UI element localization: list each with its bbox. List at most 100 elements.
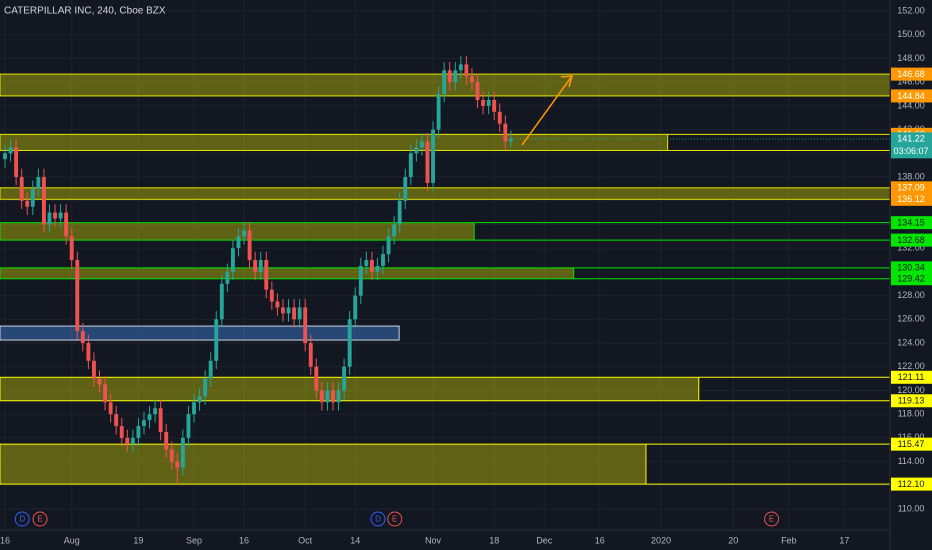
price-badge bbox=[891, 437, 932, 451]
price-badge-label: 112.10 bbox=[898, 479, 925, 489]
y-tick-label: 152.00 bbox=[897, 5, 925, 15]
candle-body bbox=[292, 307, 297, 320]
candle-body bbox=[80, 331, 85, 344]
candle-body bbox=[464, 64, 469, 77]
y-tick-label: 148.00 bbox=[897, 53, 925, 63]
price-badge-label: 144.84 bbox=[897, 91, 925, 101]
candle-body bbox=[331, 390, 335, 403]
candle-body bbox=[130, 437, 135, 444]
zone bbox=[0, 133, 669, 151]
candle-body bbox=[258, 260, 263, 272]
candle-body bbox=[442, 70, 447, 95]
price-badge bbox=[891, 261, 932, 275]
candle-body bbox=[386, 236, 391, 255]
candle-body bbox=[175, 461, 180, 468]
candle-body bbox=[14, 147, 19, 178]
y-tick-label: 110.00 bbox=[898, 503, 925, 513]
candle-body bbox=[436, 94, 441, 130]
candle-body bbox=[192, 402, 196, 415]
candle-body bbox=[92, 360, 96, 379]
price-badge bbox=[891, 233, 932, 247]
candle-body bbox=[303, 307, 308, 344]
event-marker bbox=[32, 511, 48, 527]
candle-body bbox=[286, 307, 291, 314]
candle-body bbox=[230, 248, 235, 272]
zone bbox=[0, 443, 647, 485]
candle-body bbox=[164, 431, 169, 450]
event-label: E bbox=[392, 515, 397, 524]
candle-body bbox=[419, 141, 424, 148]
price-badge-label: 129.42 bbox=[897, 274, 925, 284]
candle-body bbox=[392, 224, 397, 237]
candle-body bbox=[180, 437, 185, 468]
candle-body bbox=[458, 64, 463, 71]
price-badge-label: 119.13 bbox=[898, 396, 925, 406]
candle-body bbox=[225, 271, 230, 284]
price-axis: 110.00112.00114.00116.00118.00120.00122.… bbox=[891, 5, 932, 513]
zone bbox=[0, 267, 575, 280]
y-tick-label: 120.00 bbox=[897, 385, 925, 395]
candle-body bbox=[314, 366, 319, 391]
candle-body bbox=[58, 212, 63, 219]
price-badge bbox=[891, 67, 932, 81]
x-tick-label: 17 bbox=[839, 535, 849, 545]
candle-body bbox=[364, 260, 369, 266]
y-tick-label: 114.00 bbox=[898, 456, 925, 466]
x-tick-label: Aug bbox=[64, 535, 80, 545]
candle-body bbox=[497, 111, 502, 124]
chart-title: CATERPILLAR INC, 240, Cboe BZX bbox=[4, 6, 166, 17]
candle-body bbox=[281, 307, 285, 314]
candle-body bbox=[353, 295, 358, 320]
candle-body bbox=[153, 408, 158, 415]
price-badge-label: 132.68 bbox=[897, 235, 925, 245]
zone bbox=[0, 325, 400, 341]
candle-body bbox=[169, 449, 174, 462]
price-badge-label: 137.09 bbox=[897, 183, 925, 193]
price-badge-label: 121.11 bbox=[898, 372, 925, 382]
event-marker bbox=[14, 511, 30, 527]
candle-body bbox=[381, 254, 385, 266]
candle-body bbox=[41, 177, 46, 225]
x-tick-label: Nov bbox=[425, 535, 442, 545]
candle-body bbox=[264, 260, 269, 290]
candle-body bbox=[486, 99, 491, 106]
candle-body bbox=[64, 212, 69, 237]
candle-body bbox=[297, 307, 302, 320]
candle-body bbox=[47, 212, 52, 225]
zone bbox=[0, 187, 891, 200]
candle-body bbox=[136, 426, 141, 438]
event-label: E bbox=[37, 515, 42, 524]
price-badge bbox=[891, 272, 932, 286]
candle-body bbox=[69, 236, 74, 261]
candle-body bbox=[247, 230, 252, 261]
candle-body bbox=[53, 212, 57, 219]
y-tick-label: 118.00 bbox=[898, 409, 925, 419]
candle-body bbox=[275, 301, 280, 308]
candle-body bbox=[158, 408, 163, 432]
price-badge-label: 146.68 bbox=[897, 69, 925, 79]
candle-body bbox=[236, 236, 241, 249]
candle-body bbox=[347, 319, 352, 367]
candle-body bbox=[375, 265, 380, 272]
y-tick-label: 122.00 bbox=[897, 361, 925, 371]
candle-body bbox=[269, 289, 274, 302]
price-badge bbox=[891, 181, 932, 195]
plot-area bbox=[0, 0, 891, 530]
price-badge bbox=[891, 477, 932, 491]
candle-body bbox=[503, 123, 508, 142]
candle-body bbox=[3, 153, 7, 160]
candle-body bbox=[86, 343, 91, 361]
candle-body bbox=[142, 420, 146, 427]
candle-body bbox=[253, 260, 258, 272]
y-tick-label: 124.00 bbox=[897, 337, 925, 347]
candle-body bbox=[203, 378, 208, 397]
candle-body bbox=[397, 200, 402, 225]
candle-body bbox=[103, 384, 108, 403]
candle-body bbox=[108, 402, 113, 415]
candle-body bbox=[30, 188, 35, 207]
candle-body bbox=[431, 129, 435, 183]
y-tick-label: 126.00 bbox=[897, 314, 925, 324]
candle-body bbox=[319, 390, 324, 403]
